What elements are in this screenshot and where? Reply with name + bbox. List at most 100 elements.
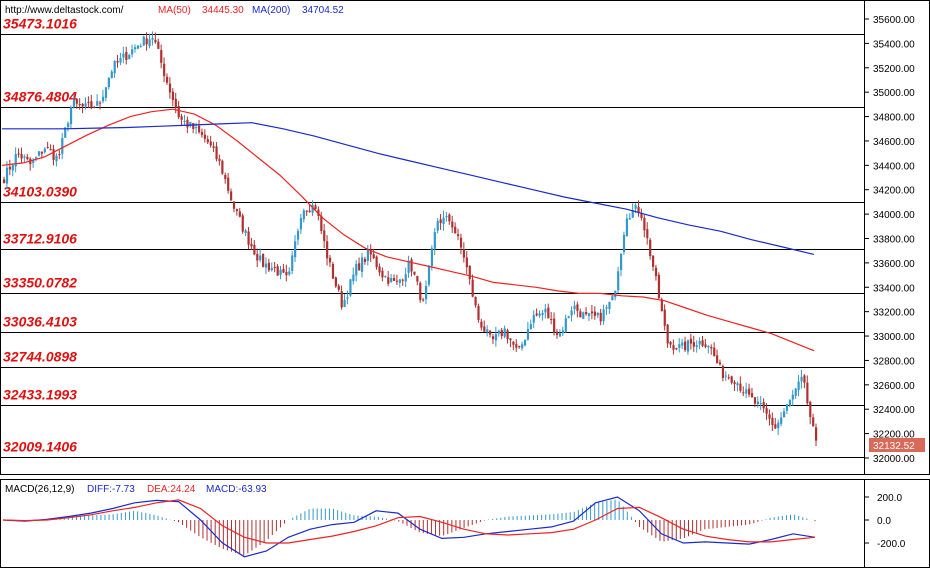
candle-body bbox=[299, 218, 303, 230]
candle-body bbox=[768, 414, 771, 419]
candle-body bbox=[716, 355, 719, 364]
price-tick-label: 34800.00 bbox=[873, 113, 915, 124]
candle-body bbox=[358, 263, 361, 271]
price-tick-label: 33200.00 bbox=[873, 308, 915, 319]
level-label: 35473.1016 bbox=[3, 16, 77, 32]
candle-body bbox=[203, 134, 207, 139]
candle-body bbox=[8, 166, 12, 170]
candle-body bbox=[244, 230, 247, 234]
candle-body bbox=[384, 276, 387, 278]
candle-body bbox=[608, 301, 611, 309]
candle-body bbox=[652, 255, 655, 267]
candle-body bbox=[99, 102, 102, 104]
candle-body bbox=[727, 377, 730, 379]
candle-body bbox=[372, 254, 375, 259]
candle-body bbox=[637, 206, 640, 213]
candle-body bbox=[631, 210, 634, 218]
candle-body bbox=[55, 155, 58, 162]
candle-body bbox=[262, 253, 265, 267]
candle-body bbox=[573, 305, 576, 310]
candle-body bbox=[163, 63, 166, 77]
candle-body bbox=[165, 76, 169, 83]
level-label: 34103.0390 bbox=[3, 184, 77, 200]
price-tick-label: 32600.00 bbox=[873, 381, 915, 392]
candle-body bbox=[285, 271, 288, 276]
candle-body bbox=[218, 158, 221, 161]
candle-body bbox=[780, 417, 783, 424]
horizontal-levels: 35473.1016 34876.4804 34103.0390 33712.9106… bbox=[0, 16, 864, 458]
candle-body bbox=[483, 326, 486, 332]
candle-body bbox=[538, 313, 541, 316]
candle-body bbox=[567, 316, 570, 319]
price-tick-label: 35200.00 bbox=[873, 64, 915, 75]
candle-body bbox=[512, 341, 515, 345]
candle-body bbox=[535, 313, 538, 316]
candle-body bbox=[695, 345, 698, 348]
candle-body bbox=[64, 127, 67, 138]
candle-body bbox=[366, 249, 369, 261]
candle-body bbox=[564, 318, 567, 332]
candle-body bbox=[125, 51, 128, 61]
candle-body bbox=[558, 333, 562, 337]
candle-body bbox=[433, 231, 436, 249]
candle-body bbox=[296, 230, 300, 240]
candle-body bbox=[230, 191, 233, 201]
macd-diff-label: DIFF:-7.73 bbox=[87, 484, 135, 495]
candle-body bbox=[710, 346, 713, 349]
candle-body bbox=[649, 239, 652, 257]
candle-body bbox=[392, 278, 396, 281]
candle-body bbox=[267, 262, 271, 271]
candle-body bbox=[346, 297, 349, 299]
candle-body bbox=[291, 255, 294, 271]
candle-body bbox=[37, 151, 41, 156]
candle-body bbox=[326, 241, 329, 259]
candles bbox=[3, 31, 818, 447]
candle-body bbox=[87, 102, 90, 104]
price-tick-label: 33400.00 bbox=[873, 283, 915, 294]
candle-body bbox=[381, 270, 384, 278]
ma50-value: 34445.30 bbox=[202, 5, 244, 16]
candle-body bbox=[75, 98, 78, 104]
candle-body bbox=[617, 271, 620, 291]
candle-body bbox=[497, 330, 500, 334]
candle-body bbox=[410, 259, 413, 272]
candle-body bbox=[579, 311, 582, 318]
candle-body bbox=[634, 205, 637, 209]
candle-body bbox=[142, 36, 145, 46]
candle-body bbox=[625, 218, 629, 237]
macd-tick-label: 0.0 bbox=[877, 516, 891, 527]
last-price-marker: 32132.52 bbox=[873, 441, 915, 452]
candle-body bbox=[107, 78, 110, 88]
candle-body bbox=[61, 138, 64, 154]
candle-body bbox=[486, 329, 489, 332]
candle-body bbox=[599, 312, 602, 322]
candle-body bbox=[171, 91, 175, 100]
macd-dea-label: DEA:24.24 bbox=[147, 484, 196, 495]
candle-body bbox=[413, 271, 416, 275]
candle-body bbox=[692, 342, 695, 347]
candle-body bbox=[160, 50, 163, 63]
candle-body bbox=[14, 154, 17, 167]
candle-body bbox=[32, 160, 35, 163]
candle-body bbox=[686, 340, 690, 352]
candle-body bbox=[294, 241, 297, 258]
candle-body bbox=[119, 57, 122, 63]
candle-body bbox=[49, 148, 52, 151]
price-tick-label: 35400.00 bbox=[873, 39, 915, 50]
candle-body bbox=[660, 299, 663, 312]
candle-body bbox=[416, 276, 419, 282]
candle-body bbox=[425, 285, 428, 300]
candle-body bbox=[101, 96, 105, 102]
candle-body bbox=[445, 216, 448, 218]
candle-body bbox=[430, 248, 434, 267]
candle-body bbox=[436, 221, 439, 231]
source-url: http://www.deltastock.com/ bbox=[5, 5, 124, 16]
candle-body bbox=[739, 383, 742, 391]
candle-body bbox=[791, 394, 794, 400]
candle-body bbox=[183, 120, 186, 122]
candle-body bbox=[104, 87, 108, 98]
level-label: 32009.1406 bbox=[3, 439, 77, 455]
candle-body bbox=[815, 427, 818, 441]
candle-body bbox=[681, 342, 684, 346]
